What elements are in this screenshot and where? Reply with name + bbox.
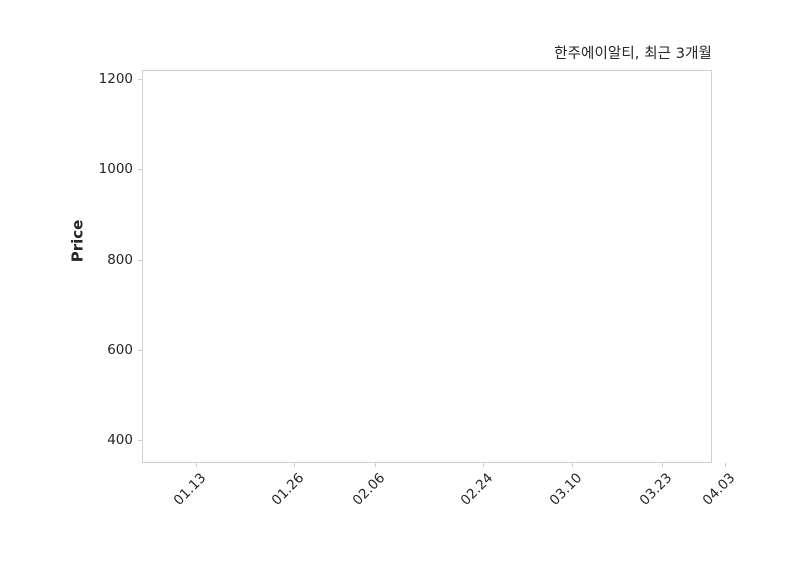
plot-area — [142, 70, 712, 463]
y-tick-mark — [138, 440, 142, 442]
x-tick-mark — [195, 463, 197, 467]
x-tick-label: 02.06 — [349, 470, 389, 509]
x-tick-label: 04.03 — [699, 470, 738, 509]
chart-title: 한주에이알티, 최근 3개월 — [554, 46, 712, 62]
y-tick-label: 1000 — [98, 161, 133, 178]
x-tick-mark — [724, 463, 726, 467]
y-tick-mark — [138, 79, 142, 81]
y-tick-label: 1200 — [98, 71, 133, 88]
x-tick-label: 03.23 — [636, 470, 676, 509]
y-tick-label: 800 — [107, 251, 133, 268]
x-tick-mark — [572, 463, 574, 467]
x-tick-label: 01.26 — [269, 470, 308, 509]
x-tick-label: 03.10 — [546, 470, 586, 509]
y-tick-mark — [138, 169, 142, 171]
y-axis-label: Price — [68, 219, 87, 263]
x-tick-mark — [375, 463, 377, 467]
x-tick-label: 02.24 — [457, 470, 496, 509]
plot-frame — [142, 70, 712, 463]
y-tick-mark — [138, 259, 142, 261]
x-tick-mark — [661, 463, 663, 467]
x-tick-label: 01.13 — [170, 470, 210, 509]
x-tick-mark — [294, 463, 296, 467]
x-tick-mark — [482, 463, 484, 467]
y-tick-label: 600 — [107, 342, 133, 359]
y-tick-mark — [138, 350, 142, 352]
y-tick-label: 400 — [107, 432, 133, 449]
